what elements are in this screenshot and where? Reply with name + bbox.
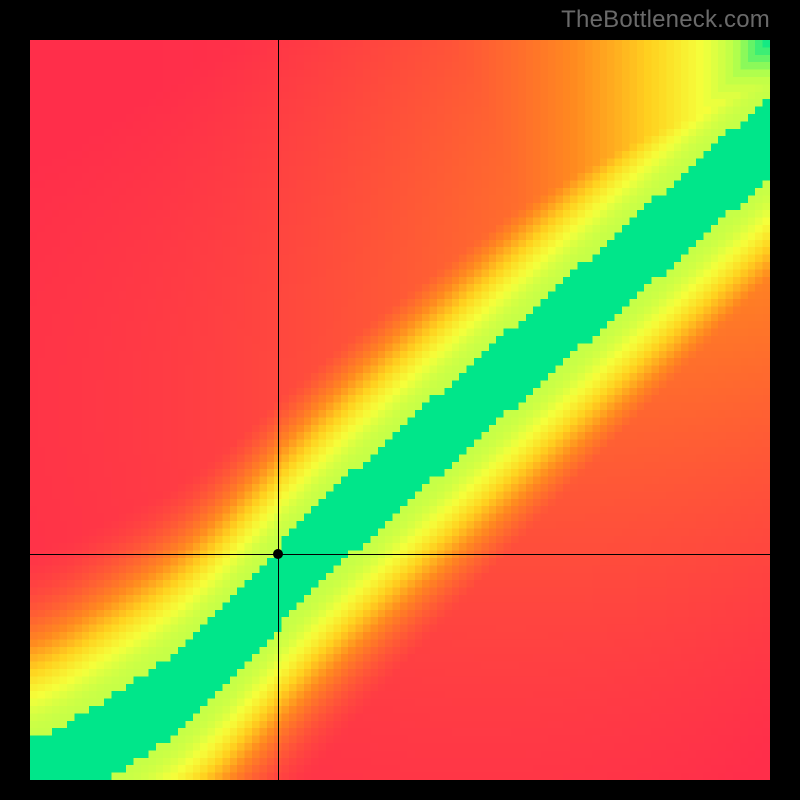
crosshair-vertical [278,40,279,780]
watermark-text: TheBottleneck.com [561,6,770,34]
bottleneck-heatmap [30,40,770,780]
crosshair-horizontal [30,554,770,555]
chart-area [30,40,770,780]
